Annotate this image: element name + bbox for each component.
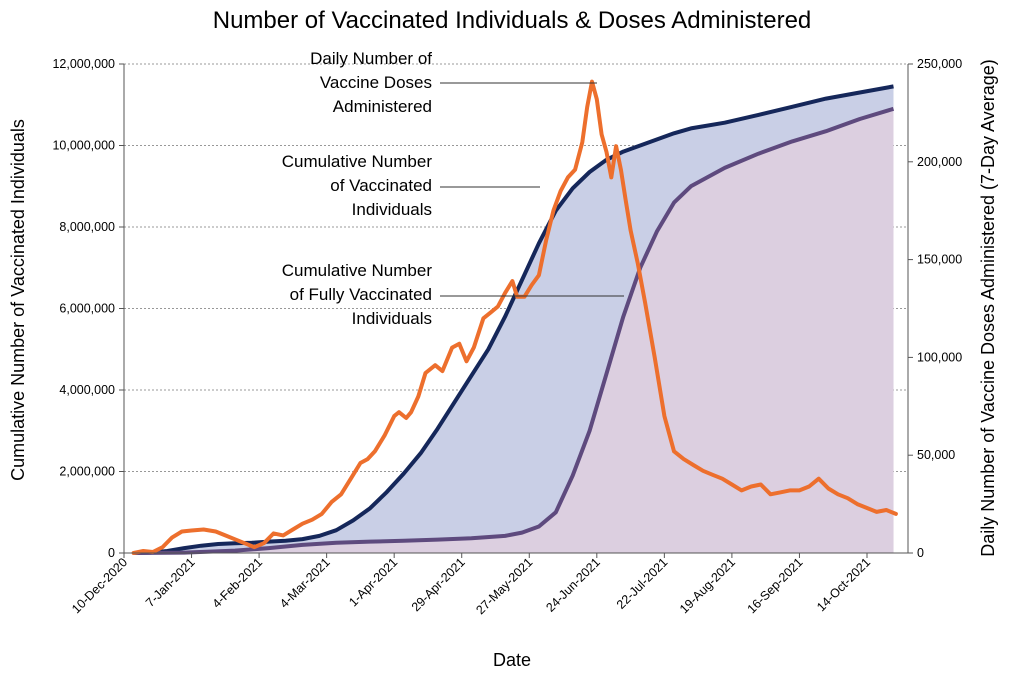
y-left-tick-label: 2,000,000 — [59, 465, 115, 479]
x-tick-label: 16-Sep-2021 — [745, 555, 806, 616]
daily-doses-line — [131, 79, 898, 555]
y-left-tick-label: 6,000,000 — [59, 302, 115, 316]
annotation-text: of Fully Vaccinated — [290, 285, 432, 304]
x-tick-label: 22-Jul-2021 — [614, 555, 671, 612]
x-tick-label: 10-Dec-2020 — [69, 555, 130, 616]
y-right-tick-label: 0 — [917, 546, 924, 560]
x-tick-label: 4-Mar-2021 — [277, 555, 333, 611]
annotation-text: of Vaccinated — [330, 176, 432, 195]
fully-vaccinated-area — [133, 108, 894, 554]
annotation-text: Cumulative Number — [282, 261, 433, 280]
y-right-tick-label: 150,000 — [917, 253, 962, 267]
x-axis-title: Date — [493, 650, 531, 670]
area-fills — [133, 86, 894, 554]
x-tick-label: 29-Apr-2021 — [409, 555, 468, 614]
annotations: Daily Number of Vaccine Doses Administered… — [282, 49, 624, 328]
x-tick-label: 4-Feb-2021 — [210, 555, 266, 611]
y-left-tick-label: 12,000,000 — [52, 57, 115, 71]
y-left-tick-label: 4,000,000 — [59, 383, 115, 397]
y-right-tick-label: 250,000 — [917, 57, 962, 71]
x-tick-label: 19-Aug-2021 — [677, 555, 738, 616]
x-tick-label: 1-Apr-2021 — [346, 555, 400, 609]
series-lines — [131, 79, 898, 555]
x-tick-label: 24-Jun-2021 — [543, 555, 603, 615]
annotation-text: Cumulative Number — [282, 152, 433, 171]
y-axis-right-title: Daily Number of Vaccine Doses Administer… — [978, 59, 998, 557]
y-left-tick-label: 10,000,000 — [52, 139, 115, 153]
annotation-text: Vaccine Doses — [320, 73, 432, 92]
annotation-text: Administered — [333, 97, 432, 116]
y-axis-left-title: Cumulative Number of Vaccinated Individu… — [8, 119, 28, 481]
y-left-tick-label: 0 — [108, 546, 115, 560]
fully-vaccinated-line — [133, 106, 895, 555]
y-left-tick-label: 8,000,000 — [59, 220, 115, 234]
y-right-tick-label: 100,000 — [917, 350, 962, 364]
y-right-tick-label: 50,000 — [917, 448, 955, 462]
annotation-text: Daily Number of — [310, 49, 432, 68]
annotation-text: Individuals — [352, 200, 432, 219]
chart-title: Number of Vaccinated Individuals & Doses… — [213, 7, 812, 34]
x-tick-label: 14-Oct-2021 — [814, 555, 873, 614]
x-tick-label: 7-Jan-2021 — [143, 555, 198, 610]
x-tick-label: 27-May-2021 — [473, 555, 535, 617]
annotation-text: Individuals — [352, 309, 432, 328]
y-right-tick-label: 200,000 — [917, 155, 962, 169]
